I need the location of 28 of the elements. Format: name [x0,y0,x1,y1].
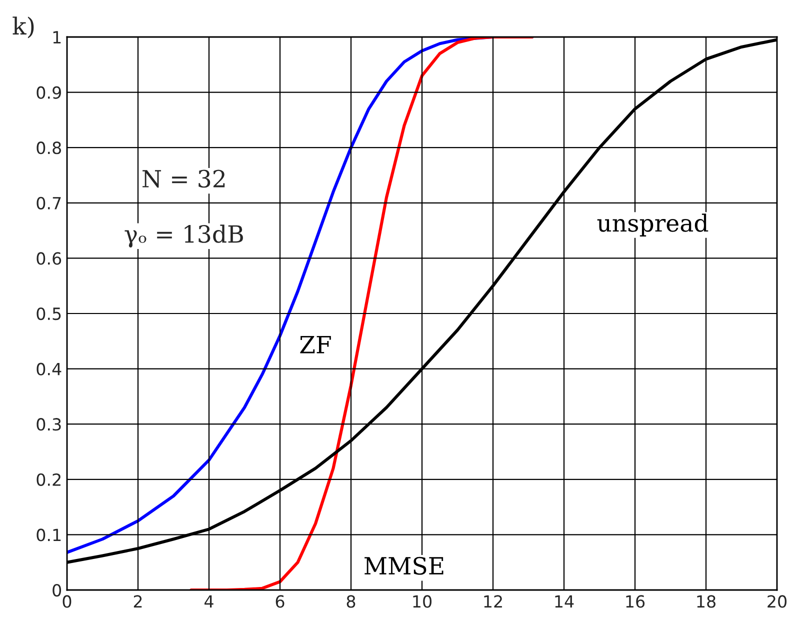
text: MMSE [364,556,444,575]
x-tick-label: 14 [555,595,574,608]
x-tick-label: 4 [204,595,214,608]
series-label: ZF [300,336,331,354]
y-tick-label: 1 [53,31,61,44]
y-tick-label: 0.7 [36,196,61,210]
y-tick-label: 0.4 [36,362,62,376]
x-tick-label: 0 [62,595,72,608]
y-tick-label: 0.9 [36,86,61,99]
text: k) [12,16,34,38]
x-tick-label: 16 [626,595,645,608]
series-label: unspread [597,214,708,236]
annotation: N = 32 [142,170,225,188]
x-tick-label: 6 [276,595,284,608]
x-tick-label: 8 [346,595,356,608]
annotation: γₒ = 13dB [124,224,243,248]
x-tick-label: 20 [768,595,786,608]
x-tick-label: 18 [697,595,716,608]
y-tick-label: 0.1 [36,528,61,542]
x-tick-label: 12 [484,595,502,608]
y-tick-label: 0 [52,584,62,597]
x-tick-label: 2 [134,595,142,608]
y-tick-label: 0.2 [36,473,60,486]
y-tick-label: 0.6 [36,252,62,265]
x-tick-label: 10 [413,595,432,608]
y-tick-label: 0.5 [36,307,61,320]
y-tick-label: 0.3 [36,418,61,431]
y-tick-label: 0.8 [36,142,61,154]
